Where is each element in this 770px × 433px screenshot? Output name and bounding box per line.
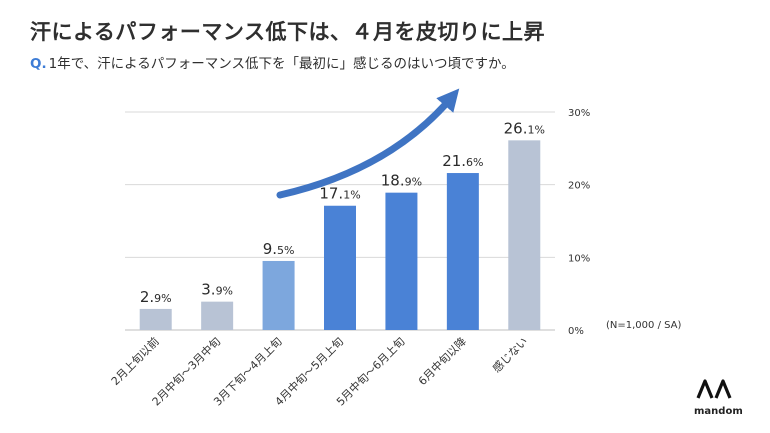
question-text: Q. 1年で、汗によるパフォーマンス低下を「最初に」感じるのはいつ頃ですか。	[30, 52, 515, 72]
brand-logo: mandom	[694, 378, 743, 417]
bar	[324, 205, 356, 330]
bar	[508, 140, 541, 330]
data-label: 26.1%	[504, 119, 545, 137]
y-tick-label: 0%	[568, 326, 584, 337]
x-tick-label: 感じない	[490, 335, 530, 375]
data-label: 2.9%	[140, 288, 172, 306]
bar	[262, 260, 295, 330]
y-tick-label: 20%	[568, 181, 590, 192]
question-body: 1年で、汗によるパフォーマンス低下を「最初に」感じるのはいつ頃ですか。	[48, 56, 515, 72]
bar	[446, 173, 479, 330]
data-label: 9.5%	[263, 240, 295, 258]
x-tick-label: 5月中旬〜6月上旬	[334, 335, 408, 409]
trend-arrow	[276, 88, 460, 199]
data-label: 3.9%	[201, 281, 233, 299]
page-title: 汗によるパフォーマンス低下は、４月を皮切りに上昇	[30, 20, 545, 44]
bar	[139, 308, 172, 330]
question-label: Q.	[30, 56, 47, 72]
y-tick-label: 30%	[568, 108, 590, 119]
data-label: 18.9%	[381, 172, 422, 190]
data-label: 17.1%	[319, 185, 360, 203]
x-tick-label: 2月上旬以前	[108, 334, 162, 388]
y-tick-label: 10%	[568, 253, 590, 264]
bar	[385, 192, 418, 330]
bar	[201, 301, 234, 330]
x-tick-label: 6月中旬以降	[415, 334, 469, 388]
sample-note: (N=1,000 / SA)	[606, 320, 682, 331]
mandom-logo-icon	[696, 379, 732, 399]
data-label: 21.6%	[442, 152, 483, 170]
brand-name: mandom	[694, 406, 743, 417]
